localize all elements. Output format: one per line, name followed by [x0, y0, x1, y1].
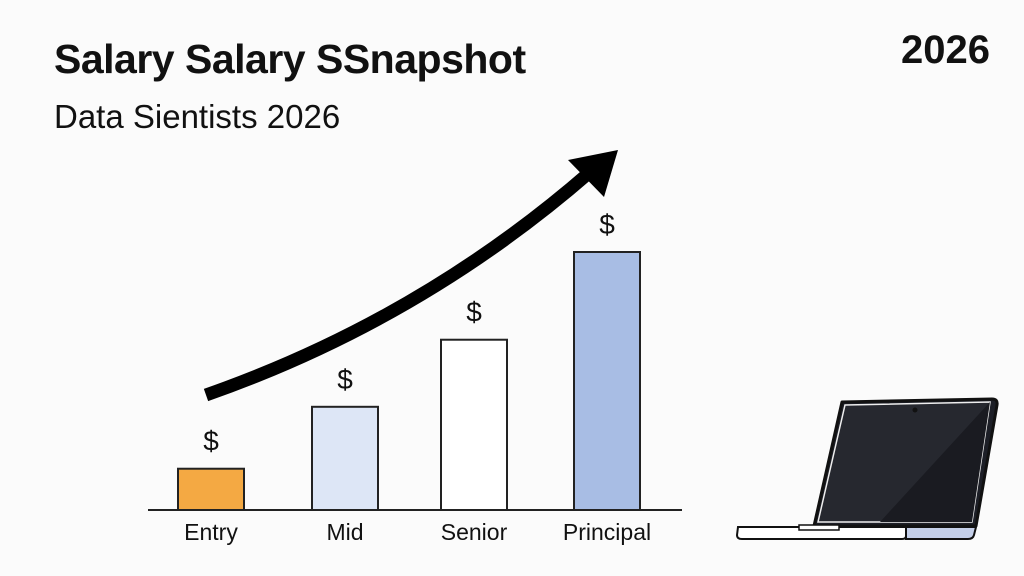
category-label: Principal	[563, 519, 651, 545]
category-label: Entry	[184, 519, 238, 545]
bar-entry	[177, 467, 245, 511]
year-label: 2026	[901, 28, 990, 72]
category-label: Mid	[326, 519, 363, 545]
bar-principal	[573, 251, 641, 511]
chart-title: Salary Salary SSnapshot	[54, 36, 526, 82]
chart-subtitle: Data Sientists 2026	[54, 98, 341, 135]
bar-senior	[440, 338, 508, 511]
dollar-label: $	[337, 364, 353, 395]
dollar-label: $	[203, 426, 219, 457]
bar-mid	[311, 405, 379, 511]
dollar-label: $	[466, 297, 482, 328]
dollar-label: $	[599, 209, 615, 240]
trend-arrow	[203, 150, 618, 402]
laptop-icon	[735, 397, 999, 540]
category-label: Senior	[441, 519, 508, 545]
